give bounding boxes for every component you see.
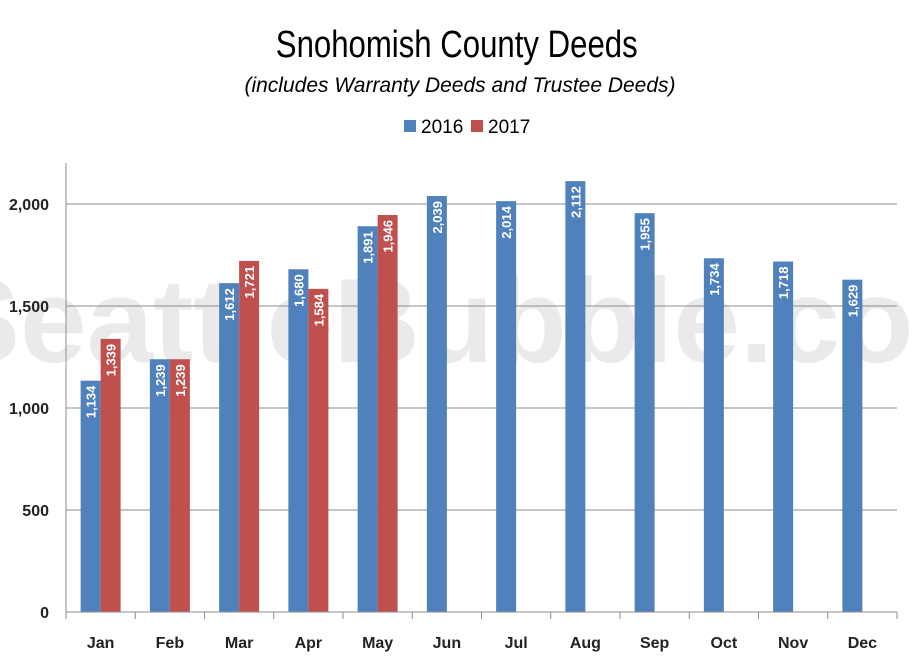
data-label-2016-May: 1,891 [361,231,376,264]
bar-2017-Mar [239,260,260,612]
data-label-2016-Sep: 1,955 [638,218,653,251]
bar-2016-Mar [219,283,240,612]
y-tick-label: 1,000 [9,401,49,418]
bar-2016-Aug [565,181,586,613]
bar-2016-Apr [288,269,309,612]
data-label-2016-Nov: 1,718 [776,267,791,300]
bar-2017-Apr [308,288,329,612]
bar-2017-May [377,215,398,613]
bar-2016-Jan [80,380,101,612]
data-label-2016-Feb: 1,239 [153,364,168,397]
data-label-2016-Apr: 1,680 [291,274,306,307]
x-tick-label: May [362,635,393,652]
data-label-2016-Aug: 2,112 [568,186,583,218]
chart-subtitle: (includes Warranty Deeds and Trustee Dee… [244,74,675,97]
legend-label-2016: 2016 [421,117,463,138]
data-label-2016-Oct: 1,734 [707,263,722,296]
axes-group: 0 500 1,000 1,500 2,000 Jan Feb Mar Apr May Jun Jul… [9,163,898,652]
y-tick-label: 500 [22,503,49,520]
data-label-2017-Mar: 1,721 [242,266,257,299]
x-tick-label: Oct [711,635,738,652]
x-tick-label: Jun [433,635,461,652]
bar-2016-Jun [426,196,447,612]
data-label-2016-Jun: 2,039 [430,201,445,234]
data-label-2016-Mar: 1,612 [222,288,237,321]
bar-2016-May [357,226,378,612]
bar-2016-Oct [703,258,724,612]
x-tick-label: Jul [505,635,528,652]
gridlines [66,203,897,511]
legend-swatch-2016 [404,120,416,132]
x-tick-label: Feb [156,635,185,652]
data-labels-group: 1,134 1,339 1,239 1,239 1,612 1,721 1,680 1,584… [84,186,861,418]
bar-2016-Feb [149,359,170,612]
bar-2016-Nov [773,261,794,612]
data-label-2016-Dec: 1,629 [845,285,860,318]
data-label-2017-Apr: 1,584 [311,293,326,326]
chart-title: Snohomish County Deeds [276,24,638,66]
y-tick-label: 0 [40,605,49,622]
bars-group [80,181,863,613]
legend: 2016 2017 [404,117,530,138]
y-tick-label: 1,500 [9,299,49,316]
bar-2016-Jul [496,201,517,613]
x-tick-label: Sep [640,635,670,652]
bar-2016-Dec [842,279,863,612]
data-label-2017-Jan: 1,339 [104,344,119,377]
bar-2016-Sep [634,213,655,612]
data-label-2016-Jan: 1,134 [84,385,99,418]
legend-label-2017: 2017 [488,117,530,138]
x-tick-label: Dec [848,635,877,652]
bar-2017-Jan [100,338,121,612]
x-tick-label: Jan [87,635,115,652]
x-tick-label: Apr [295,635,323,652]
x-tick-label: Aug [570,635,601,652]
data-label-2017-Feb: 1,239 [173,364,188,397]
data-label-2016-Jul: 2,014 [499,205,514,238]
data-label-2017-May: 1,946 [381,220,396,253]
x-tick-label: Nov [778,635,808,652]
legend-swatch-2017 [471,120,483,132]
y-tick-label: 2,000 [9,197,49,214]
x-tick-label: Mar [225,635,253,652]
bar-2017-Feb [169,359,190,612]
